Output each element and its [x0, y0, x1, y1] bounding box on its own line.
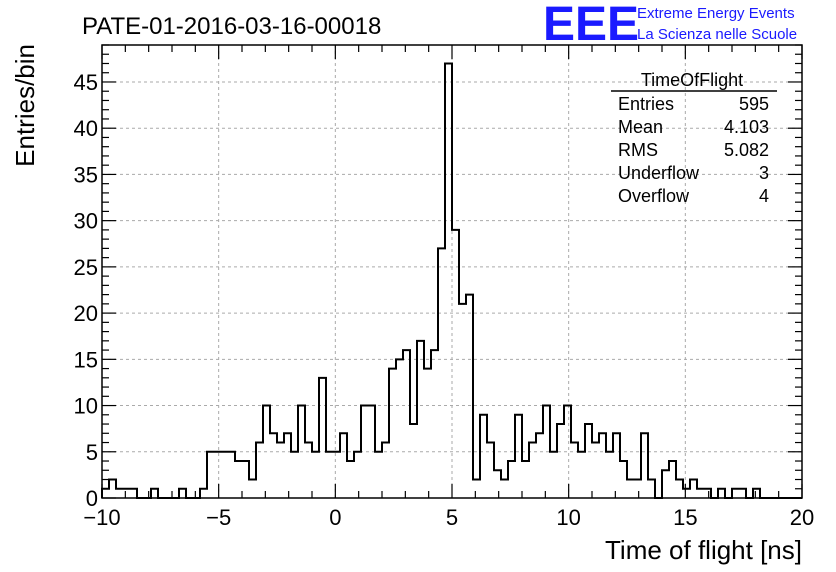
stats-row-label: Overflow	[618, 186, 690, 206]
logo-subtitle-line1: Extreme Energy Events	[637, 5, 795, 22]
histogram-series	[101, 62, 802, 499]
stats-row-label: RMS	[618, 140, 658, 160]
x-tick-label: −5	[206, 505, 231, 530]
x-axis-label: Time of flight [ns]	[605, 535, 802, 565]
axis-ticks	[101, 44, 803, 499]
y-tick-label: 35	[74, 162, 98, 187]
x-tick-label: 5	[446, 505, 458, 530]
chart-title: PATE-01-2016-03-16-00018	[82, 13, 381, 40]
stats-row-label: Entries	[618, 94, 674, 114]
stats-row-label: Underflow	[618, 163, 700, 183]
y-tick-labels: 0 5 10 15 20 25 30 35 40 45	[74, 70, 98, 511]
y-tick-label: 45	[74, 70, 98, 95]
x-tick-label: 15	[673, 505, 697, 530]
stats-row-label: Mean	[618, 117, 663, 137]
stats-row-value: 595	[739, 94, 769, 114]
stats-box: TimeOfFlight Entries 595 Mean 4.103 RMS …	[611, 70, 777, 206]
y-tick-label: 40	[74, 116, 98, 141]
y-tick-label: 10	[74, 394, 98, 419]
stats-title: TimeOfFlight	[641, 70, 743, 90]
x-tick-label: 0	[329, 505, 341, 530]
y-tick-label: 0	[86, 486, 98, 511]
y-tick-label: 30	[74, 209, 98, 234]
y-tick-label: 15	[74, 347, 98, 372]
stats-row-value: 5.082	[724, 140, 769, 160]
x-tick-label: −10	[83, 505, 120, 530]
eee-logo: EEE	[543, 0, 639, 51]
stats-row-value: 3	[759, 163, 769, 183]
y-tick-label: 20	[74, 301, 98, 326]
stats-row-value: 4.103	[724, 117, 769, 137]
y-axis-label: Entries/bin	[10, 44, 40, 167]
logo-subtitle-line2: La Scienza nelle Scuole	[637, 26, 797, 43]
y-tick-label: 5	[86, 440, 98, 465]
x-tick-label: 10	[556, 505, 580, 530]
y-tick-label: 25	[74, 255, 98, 280]
x-tick-labels: −10 −5 0 5 10 15 20	[83, 505, 814, 530]
stats-row-value: 4	[759, 186, 769, 206]
x-tick-label: 20	[790, 505, 814, 530]
